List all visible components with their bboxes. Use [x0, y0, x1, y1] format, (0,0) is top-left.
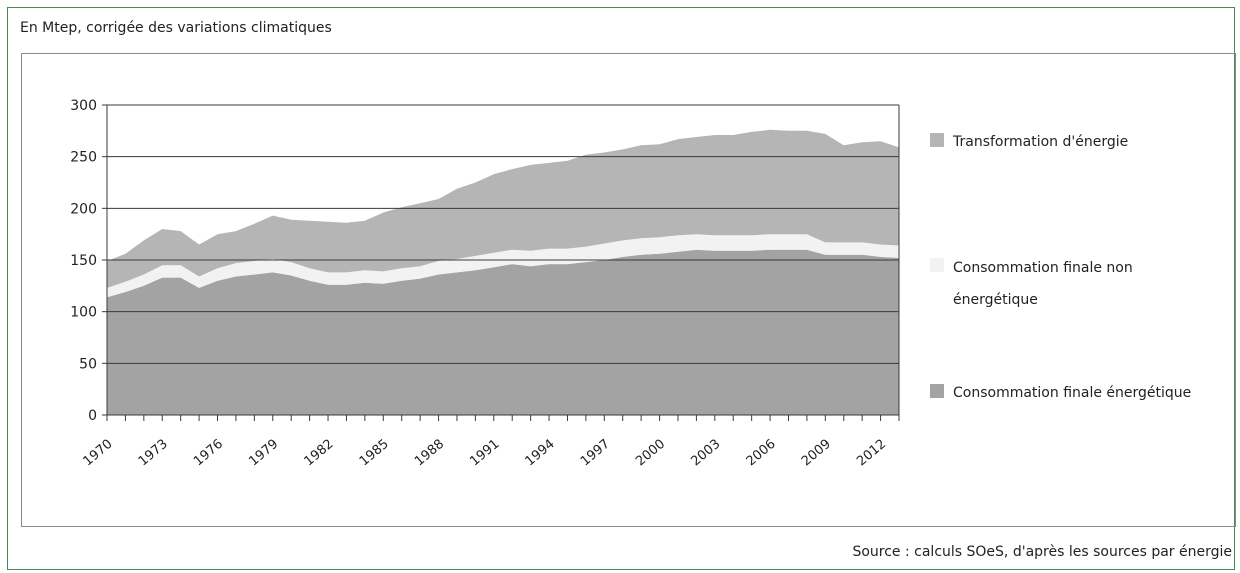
figure-frame — [7, 7, 1235, 570]
x-tick-label: 1997 — [578, 437, 613, 470]
x-tick-label: 2000 — [633, 437, 668, 470]
legend: Transformation d'énergie Consommation fi… — [930, 133, 1191, 401]
legend-swatch-non-energetique — [930, 258, 944, 272]
source-note: Source : calculs SOeS, d'après les sourc… — [852, 544, 1232, 560]
x-tick-label: 1985 — [357, 437, 392, 470]
legend-label-transformation: Transformation d'énergie — [952, 134, 1128, 150]
x-tick-label: 1970 — [81, 437, 116, 470]
x-tick-label: 1994 — [523, 437, 558, 470]
x-tick-label: 2003 — [688, 437, 723, 470]
gridlines — [107, 104, 899, 364]
x-tick-label: 2006 — [744, 437, 779, 470]
x-tick-label: 1988 — [412, 437, 447, 470]
y-tick-label: 0 — [88, 408, 97, 424]
y-axis-tick-labels: 0 50 100 150 200 250 300 — [70, 98, 97, 424]
x-axis-tick-labels: 1970 1973 1976 1979 1982 1985 1988 1991 1994 1997… — [81, 437, 890, 470]
legend-label-non-energetique-line2: énergétique — [953, 292, 1038, 308]
legend-swatch-energetique — [930, 384, 944, 398]
area-transformation-energie — [107, 129, 899, 288]
y-tick-label: 50 — [79, 356, 97, 372]
y-tick-label: 200 — [70, 201, 97, 217]
axes — [102, 104, 900, 421]
x-tick-label: 1991 — [467, 437, 502, 470]
x-tick-label: 2009 — [799, 437, 834, 470]
chart-panel — [21, 53, 1236, 527]
x-tick-label: 2012 — [854, 437, 889, 470]
x-tick-label: 1982 — [302, 437, 337, 470]
figure-subtitle: En Mtep, corrigée des variations climati… — [20, 20, 332, 36]
legend-label-energetique: Consommation finale énergétique — [953, 385, 1191, 401]
y-tick-label: 150 — [70, 253, 97, 269]
legend-swatch-transformation — [930, 133, 944, 147]
x-tick-label: 1979 — [246, 437, 281, 470]
y-tick-label: 300 — [70, 98, 97, 114]
x-tick-label: 1973 — [136, 437, 171, 470]
y-tick-label: 100 — [70, 305, 97, 321]
x-tick-label: 1976 — [191, 437, 226, 470]
legend-label-non-energetique-line1: Consommation finale non — [953, 260, 1133, 276]
area-layers — [107, 129, 899, 415]
area-consommation-finale-non-energetique — [107, 234, 899, 298]
area-consommation-finale-energetique — [107, 249, 899, 415]
y-tick-label: 250 — [70, 150, 97, 166]
